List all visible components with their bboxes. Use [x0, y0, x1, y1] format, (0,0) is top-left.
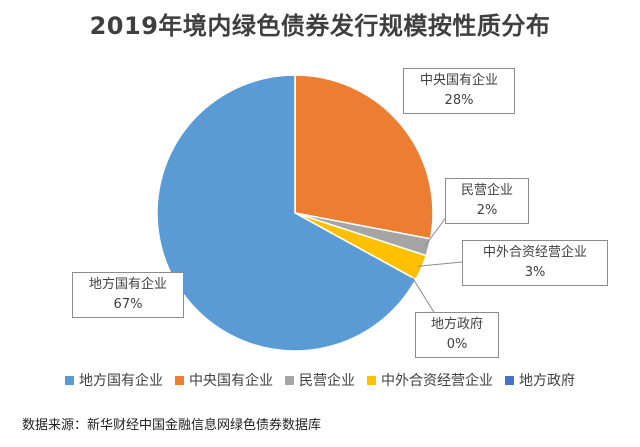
data-label-value: 2% [476, 203, 498, 218]
data-label-value: 67% [113, 297, 143, 312]
data-label-category: 地方国有企业 [88, 277, 167, 292]
legend-item: 地方国有企业 [65, 370, 163, 390]
data-label-value: 3% [524, 265, 546, 280]
data-label-local-soe: 地方国有企业 67% [72, 272, 184, 318]
data-label-central-soe: 中央国有企业 28% [403, 68, 515, 114]
data-label-value: 0% [446, 337, 468, 352]
pie-slice [294, 74, 434, 240]
data-label-category: 中外合资经营企业 [482, 245, 587, 260]
legend-label: 民营企业 [299, 373, 355, 389]
chart-title: 2019年境内绿色债券发行规模按性质分布 [89, 12, 551, 40]
legend-swatch [505, 375, 514, 385]
data-label-value: 28% [444, 93, 474, 108]
data-label-joint-venture: 中外合资经营企业 3% [462, 240, 608, 286]
legend-swatch [65, 375, 74, 385]
legend-swatch [285, 375, 294, 385]
data-label-private: 民营企业 2% [445, 178, 529, 224]
legend-item: 中央国有企业 [175, 370, 273, 390]
legend-label: 地方国有企业 [79, 373, 163, 389]
source-note: 数据来源：新华财经中国金融信息网绿色债券数据库 [22, 418, 322, 433]
legend-label: 中央国有企业 [189, 373, 273, 389]
data-label-category: 地方政府 [430, 317, 483, 332]
legend-item: 中外合资经营企业 [367, 370, 493, 390]
data-label-category: 中央国有企业 [419, 73, 498, 88]
chart-legend: 地方国有企业 中央国有企业 民营企业 中外合资经营企业 地方政府 [0, 370, 640, 390]
data-label-category: 民营企业 [460, 183, 513, 198]
data-label-local-gov: 地方政府 0% [415, 312, 499, 358]
legend-swatch [175, 375, 184, 385]
legend-label: 中外合资经营企业 [381, 373, 493, 389]
legend-swatch [367, 375, 376, 385]
legend-label: 地方政府 [519, 373, 575, 389]
leader-line [417, 261, 463, 267]
legend-item: 民营企业 [285, 370, 355, 390]
legend-item: 地方政府 [505, 370, 575, 390]
